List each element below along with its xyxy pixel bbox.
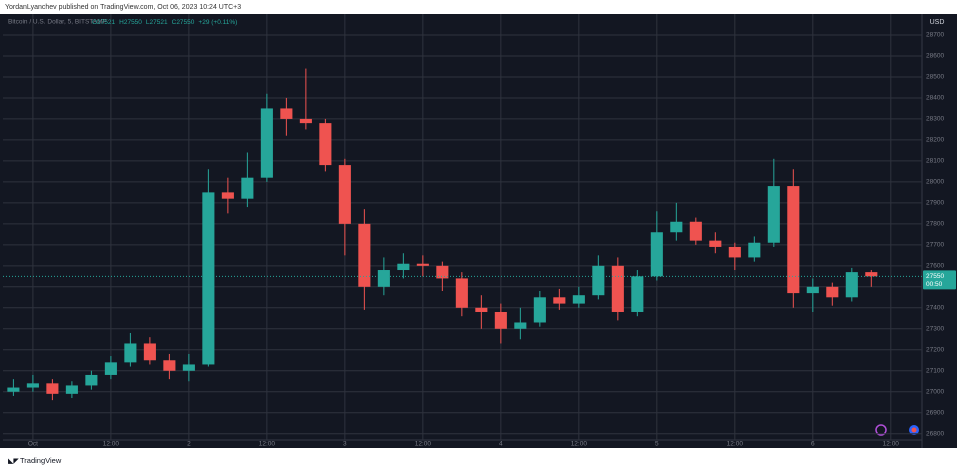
last-price-tag [923,270,956,290]
candle-body [728,246,741,258]
flag-icon-center [911,427,917,433]
candle-body [260,108,273,178]
y-tick-label: 27300 [926,325,944,332]
candle-body [46,383,59,394]
y-tick-label: 27100 [926,367,944,374]
candle-body [280,108,293,119]
y-tick-label: 28000 [926,179,944,186]
candle-body [143,343,156,361]
y-tick-label: 26900 [926,409,944,416]
candle-body [533,297,546,323]
y-tick-label: 28400 [926,95,944,102]
publish-note: YordanLyanchev published on TradingView.… [5,4,241,11]
candle-body [553,297,566,304]
x-tick-label: 12:00 [415,441,432,448]
ohlc-legend: O27521 H27550 L27521 C27550 +29 (+0.11%) [92,19,237,26]
event-icon[interactable] [875,424,887,436]
x-tick-label: 2 [187,441,191,448]
last-price-label: 27550 [926,273,944,280]
candle-body [65,385,78,394]
candle-body [163,360,176,371]
candle-body [748,242,761,258]
y-tick-label: 27000 [926,388,944,395]
countdown-label: 00:50 [926,281,943,288]
candle-body [709,240,722,247]
candle-body [475,307,488,312]
candle-body [494,311,507,329]
candle-body [670,221,683,233]
y-tick-label: 27900 [926,200,944,207]
y-tick-label: 28600 [926,53,944,60]
x-tick-label: 12:00 [103,441,120,448]
candle-body [631,276,644,312]
candle-body [826,286,839,298]
symbol-title: Bitcoin / U.S. Dollar, 5, BITSTAMP [8,19,107,26]
y-tick-label: 27200 [926,346,944,353]
candle-body [7,387,20,392]
candle-body [865,272,878,277]
x-tick-label: Oct [28,441,38,448]
candle-body [514,322,527,329]
ohlc-value: +29 (+0.11%) [198,19,237,26]
y-tick-label: 28200 [926,137,944,144]
candle-body [358,223,371,287]
candle-body [202,192,215,365]
x-tick-label: 5 [655,441,659,448]
y-tick-label: 27700 [926,242,944,249]
candle-body [241,177,254,199]
y-tick-label: 28500 [926,74,944,81]
candle-body [124,343,137,363]
candle-body [455,278,468,308]
candle-body [299,118,312,124]
footer-brand[interactable]: TradingView [20,456,62,465]
candle-body [416,263,429,266]
ohlc-value: C27550 [172,19,195,26]
candle-body [689,221,702,241]
candle-body [397,263,410,271]
currency-label: USD [930,19,945,26]
candle-body [221,192,234,199]
candle-body [806,286,819,294]
y-tick-label: 28300 [926,116,944,123]
chart-background [0,14,957,448]
candle-body [104,362,117,375]
candle-body [767,186,780,243]
y-tick-label: 28100 [926,158,944,165]
x-tick-label: 3 [343,441,347,448]
candle-body [182,364,195,371]
candle-body [572,295,585,304]
footer-logo-mark: ◣◤ [8,458,19,465]
x-tick-label: 12:00 [571,441,588,448]
x-tick-label: 12:00 [727,441,744,448]
y-tick-label: 27600 [926,263,944,270]
x-tick-label: 12:00 [883,441,900,448]
y-tick-label: 28700 [926,32,944,39]
candle-body [592,265,605,296]
candle-body [611,265,624,312]
candle-body [26,383,39,388]
y-tick-label: 27400 [926,305,944,312]
candle-body [377,270,390,287]
candle-body [845,272,858,298]
ohlc-value: L27521 [146,19,168,26]
candle-body [319,123,332,166]
ohlc-value: O27521 [92,19,116,26]
ohlc-value: H27550 [119,19,142,26]
y-tick-label: 26800 [926,430,944,437]
x-tick-label: 6 [811,441,815,448]
x-tick-label: 12:00 [259,441,276,448]
candle-body [338,165,351,224]
candle-body [650,232,663,277]
candle-body [436,265,449,279]
y-tick-label: 27800 [926,221,944,228]
candle-body [85,374,98,386]
x-tick-label: 4 [499,441,503,448]
candle-body [787,186,800,294]
